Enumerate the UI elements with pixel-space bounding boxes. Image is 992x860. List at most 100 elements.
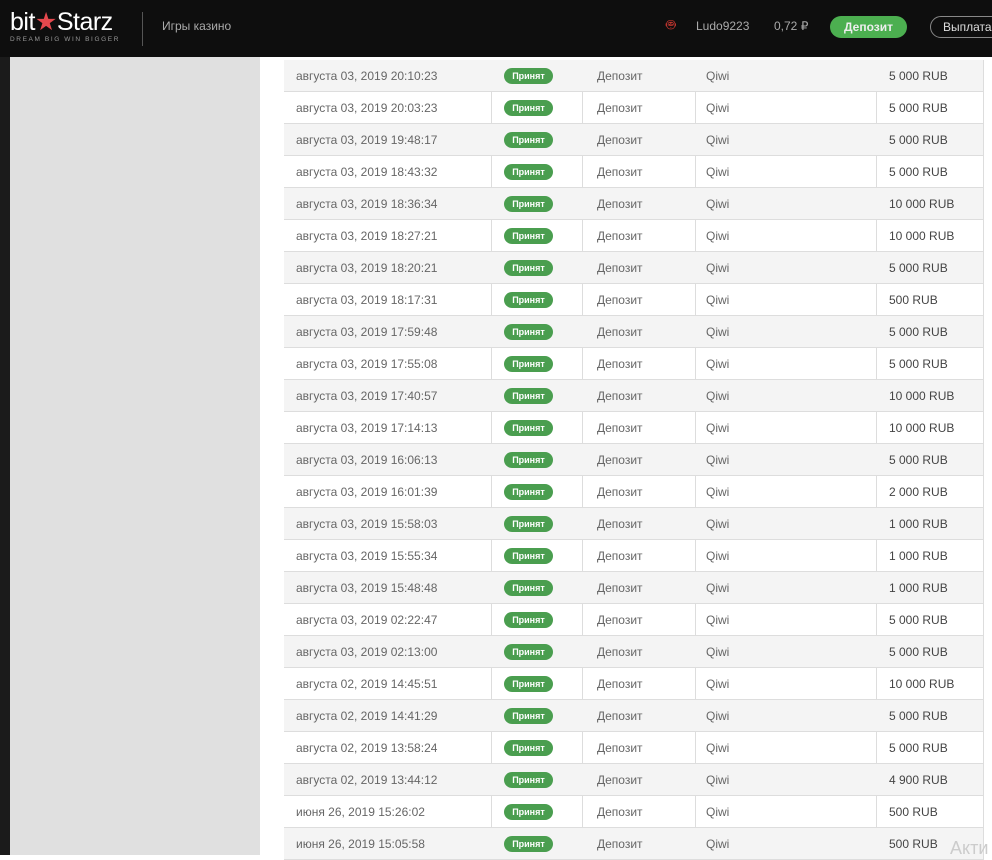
transaction-type: Депозит xyxy=(597,741,643,755)
transaction-amount: 5 000 RUB xyxy=(889,645,948,659)
status-badge: Принят xyxy=(504,100,553,116)
transaction-amount: 500 RUB xyxy=(889,837,938,851)
top-header: bit★Starz DREAM BIG WIN BIGGER Игры кази… xyxy=(0,0,992,57)
status-badge: Принят xyxy=(504,196,553,212)
transaction-type: Депозит xyxy=(597,421,643,435)
transaction-date: августа 03, 2019 18:20:21 xyxy=(296,261,438,275)
withdraw-button[interactable]: Выплата xyxy=(930,16,992,38)
payment-method: Qiwi xyxy=(706,165,730,179)
sidebar-panel xyxy=(10,57,260,855)
transaction-date: августа 03, 2019 15:48:48 xyxy=(296,581,438,595)
transaction-type: Депозит xyxy=(597,581,643,595)
table-row: июня 26, 2019 15:26:02 Принят Депозит Qiwi 5… xyxy=(284,796,983,828)
status-badge: Принят xyxy=(504,612,553,628)
bitstarz-logo[interactable]: bit★Starz DREAM BIG WIN BIGGER xyxy=(10,8,121,44)
transaction-type: Депозит xyxy=(597,805,643,819)
transaction-type: Депозит xyxy=(597,165,643,179)
transaction-date: августа 03, 2019 20:10:23 xyxy=(296,69,438,83)
transaction-amount: 5 000 RUB xyxy=(889,165,948,179)
status-badge: Принят xyxy=(504,228,553,244)
transaction-amount: 5 000 RUB xyxy=(889,261,948,275)
transaction-amount: 5 000 RUB xyxy=(889,453,948,467)
transaction-amount: 5 000 RUB xyxy=(889,69,948,83)
status-badge: Принят xyxy=(504,740,553,756)
deposit-button[interactable]: Депозит xyxy=(830,16,907,38)
table-row: августа 02, 2019 14:45:51 Принят Депозит Qi… xyxy=(284,668,983,700)
transaction-date: июня 26, 2019 15:05:58 xyxy=(296,837,425,851)
table-row: июня 26, 2019 15:05:58 Принят Депозит Qiwi 5… xyxy=(284,828,983,860)
transaction-date: июня 26, 2019 15:26:02 xyxy=(296,805,425,819)
payment-method: Qiwi xyxy=(706,517,730,531)
transaction-date: августа 03, 2019 18:17:31 xyxy=(296,293,438,307)
payment-method: Qiwi xyxy=(706,133,730,147)
transaction-amount: 5 000 RUB xyxy=(889,325,948,339)
transaction-type: Депозит xyxy=(597,389,643,403)
transaction-type: Депозит xyxy=(597,613,643,627)
transaction-type: Депозит xyxy=(597,229,643,243)
header-divider xyxy=(142,12,143,46)
table-row: августа 03, 2019 02:22:47 Принят Депозит Qi… xyxy=(284,604,983,636)
status-badge: Принят xyxy=(504,132,553,148)
transaction-date: августа 03, 2019 16:01:39 xyxy=(296,485,438,499)
user-avatar-icon[interactable]: 🤖︎ xyxy=(666,17,676,34)
table-row: августа 03, 2019 17:40:57 Принят Депозит Qi… xyxy=(284,380,983,412)
transaction-amount: 10 000 RUB xyxy=(889,197,955,211)
transaction-amount: 10 000 RUB xyxy=(889,389,955,403)
table-row: августа 03, 2019 18:36:34 Принят Депозит Qi… xyxy=(284,188,983,220)
payment-method: Qiwi xyxy=(706,229,730,243)
payment-method: Qiwi xyxy=(706,805,730,819)
transaction-type: Депозит xyxy=(597,837,643,851)
payment-method: Qiwi xyxy=(706,261,730,275)
transaction-date: августа 02, 2019 14:45:51 xyxy=(296,677,438,691)
transaction-type: Депозит xyxy=(597,517,643,531)
status-badge: Принят xyxy=(504,836,553,852)
transaction-amount: 1 000 RUB xyxy=(889,581,948,595)
status-badge: Принят xyxy=(504,356,553,372)
table-row: августа 03, 2019 18:17:31 Принят Депозит Qi… xyxy=(284,284,983,316)
status-badge: Принят xyxy=(504,644,553,660)
transaction-type: Депозит xyxy=(597,549,643,563)
status-badge: Принят xyxy=(504,164,553,180)
payment-method: Qiwi xyxy=(706,773,730,787)
payment-method: Qiwi xyxy=(706,709,730,723)
transaction-type: Депозит xyxy=(597,773,643,787)
payment-method: Qiwi xyxy=(706,197,730,211)
status-badge: Принят xyxy=(504,420,553,436)
transaction-date: августа 03, 2019 17:55:08 xyxy=(296,357,438,371)
transaction-date: августа 02, 2019 13:44:12 xyxy=(296,773,438,787)
transaction-date: августа 03, 2019 20:03:23 xyxy=(296,101,438,115)
status-badge: Принят xyxy=(504,708,553,724)
activation-watermark: Акти xyxy=(950,838,989,858)
transaction-date: августа 03, 2019 02:13:00 xyxy=(296,645,438,659)
table-row: августа 03, 2019 15:58:03 Принят Депозит Qi… xyxy=(284,508,983,540)
transaction-type: Депозит xyxy=(597,133,643,147)
status-badge: Принят xyxy=(504,388,553,404)
transaction-date: августа 03, 2019 15:58:03 xyxy=(296,517,438,531)
transaction-amount: 4 900 RUB xyxy=(889,773,948,787)
transaction-type: Депозит xyxy=(597,453,643,467)
table-row: августа 03, 2019 20:10:23 Принят Депозит Qi… xyxy=(284,60,983,92)
transaction-type: Депозит xyxy=(597,709,643,723)
payment-method: Qiwi xyxy=(706,837,730,851)
table-row: августа 02, 2019 13:58:24 Принят Депозит Qi… xyxy=(284,732,983,764)
table-row: августа 02, 2019 13:44:12 Принят Депозит Qi… xyxy=(284,764,983,796)
status-badge: Принят xyxy=(504,772,553,788)
transaction-amount: 5 000 RUB xyxy=(889,613,948,627)
transaction-date: августа 03, 2019 17:14:13 xyxy=(296,421,438,435)
nav-casino-games[interactable]: Игры казино xyxy=(162,19,232,33)
transaction-amount: 1 000 RUB xyxy=(889,517,948,531)
payment-method: Qiwi xyxy=(706,677,730,691)
table-row: августа 03, 2019 17:14:13 Принят Депозит Qi… xyxy=(284,412,983,444)
transaction-amount: 10 000 RUB xyxy=(889,421,955,435)
table-row: августа 03, 2019 20:03:23 Принят Депозит Qi… xyxy=(284,92,983,124)
status-badge: Принят xyxy=(504,452,553,468)
table-row: августа 03, 2019 02:13:00 Принят Депозит Qi… xyxy=(284,636,983,668)
table-row: августа 03, 2019 16:06:13 Принят Депозит Qi… xyxy=(284,444,983,476)
table-row: августа 03, 2019 19:48:17 Принят Депозит Qi… xyxy=(284,124,983,156)
transactions-table: августа 03, 2019 20:10:23 Принят Депозит Qi… xyxy=(284,60,984,860)
transaction-date: августа 03, 2019 19:48:17 xyxy=(296,133,438,147)
transaction-date: августа 02, 2019 13:58:24 xyxy=(296,741,438,755)
transaction-date: августа 03, 2019 17:59:48 xyxy=(296,325,438,339)
username[interactable]: Ludo9223 xyxy=(696,19,750,33)
status-badge: Принят xyxy=(504,804,553,820)
